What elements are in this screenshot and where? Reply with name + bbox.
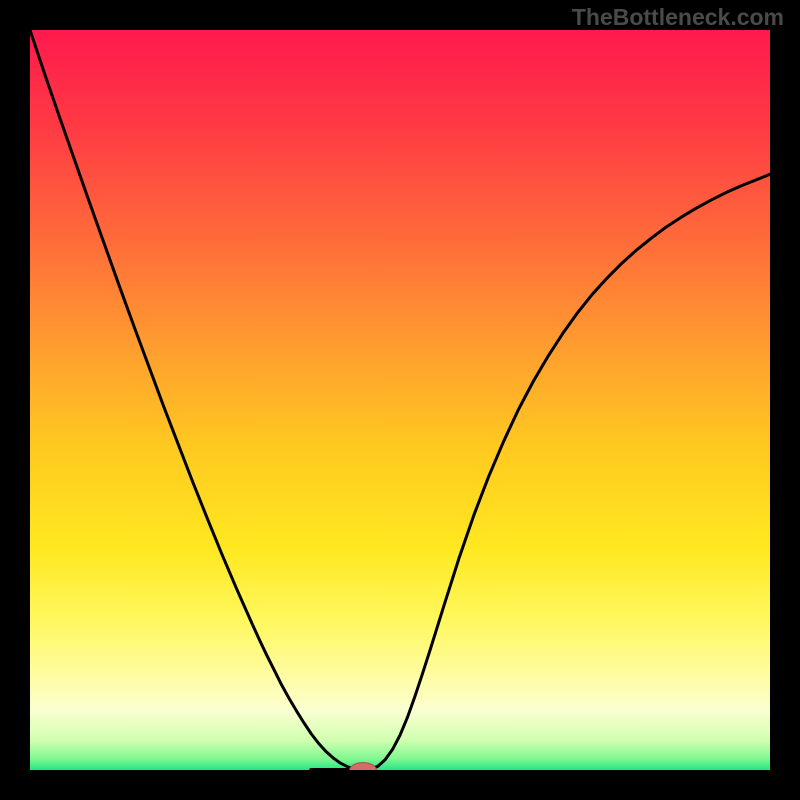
watermark-text: TheBottleneck.com	[572, 4, 784, 31]
plot-svg	[30, 30, 770, 770]
chart-frame: TheBottleneck.com	[0, 0, 800, 800]
plot-area	[30, 30, 770, 770]
gradient-background	[30, 30, 770, 770]
